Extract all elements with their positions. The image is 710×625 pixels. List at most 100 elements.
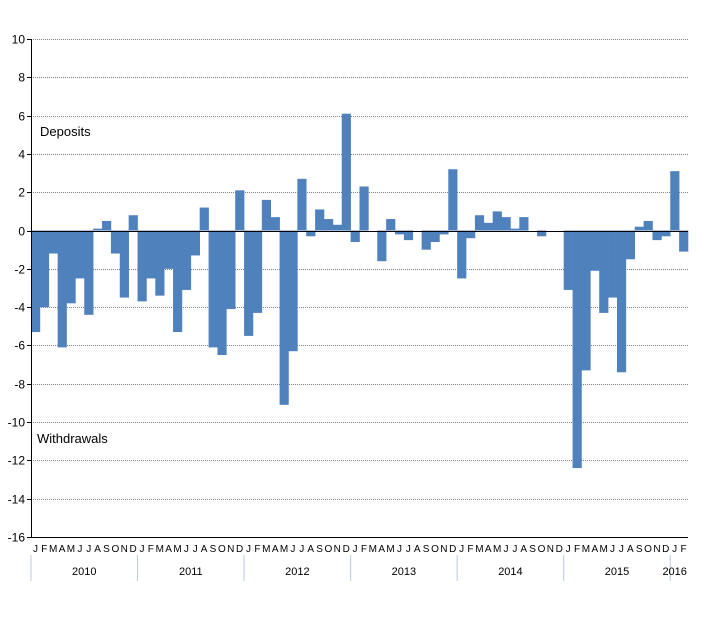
month-tick-label: F (574, 544, 580, 555)
month-tick-label: M (493, 544, 501, 555)
y-tick-label: -4 (14, 301, 25, 315)
bar (661, 230, 671, 237)
month-tick-label: M (475, 544, 483, 555)
month-tick-label: N (227, 544, 234, 555)
month-tick-label: F (254, 544, 260, 555)
bar (430, 230, 440, 243)
y-tick-label: -12 (8, 454, 26, 468)
bar (279, 230, 289, 405)
month-tick-label: S (636, 544, 643, 555)
y-tick-label: -14 (8, 493, 26, 507)
bar (581, 230, 591, 371)
bar (199, 207, 209, 231)
bar (31, 230, 41, 333)
month-tick-label: J (33, 544, 38, 555)
year-label: 2015 (605, 566, 629, 578)
year-label: 2014 (498, 566, 522, 578)
bar (119, 230, 129, 298)
month-tick-label: J (353, 544, 358, 555)
y-tick-label: -16 (8, 531, 26, 545)
month-tick-label: O (111, 544, 119, 555)
month-tick-label: J (459, 544, 464, 555)
month-tick-label: J (619, 544, 624, 555)
bar (332, 224, 343, 231)
bar (270, 217, 280, 231)
month-tick-label: J (184, 544, 189, 555)
bar (341, 113, 351, 231)
bar (164, 230, 174, 269)
bar (146, 230, 156, 279)
month-tick-label: A (378, 544, 385, 555)
month-tick-label: J (512, 544, 517, 555)
month-tick-label: J (566, 544, 571, 555)
bar (616, 230, 627, 373)
month-tick-label: M (599, 544, 607, 555)
month-tick-label: F (681, 544, 687, 555)
year-label: 2013 (392, 566, 416, 578)
month-tick-label: D (236, 544, 243, 555)
month-tick-label: J (77, 544, 82, 555)
bar (110, 230, 121, 254)
bar (235, 190, 245, 231)
month-tick-label: A (520, 544, 527, 555)
y-tick-label: -10 (8, 416, 26, 430)
bar (128, 215, 138, 231)
month-tick-label: A (59, 544, 66, 555)
y-tick-label: 8 (18, 71, 25, 85)
bar (403, 230, 414, 241)
month-tick-label: M (386, 544, 394, 555)
bar (519, 217, 529, 231)
month-tick-label: S (316, 544, 323, 555)
bar (643, 220, 653, 231)
month-tick-label: D (556, 544, 563, 555)
bar (252, 230, 263, 313)
bar (208, 230, 218, 348)
bar (625, 230, 636, 260)
bar (448, 169, 458, 231)
month-tick-label: S (529, 544, 536, 555)
month-tick-label: S (423, 544, 430, 555)
bar (155, 230, 165, 296)
month-tick-label: F (361, 544, 367, 555)
bar (306, 230, 316, 237)
month-tick-label: A (165, 544, 172, 555)
bars (31, 113, 689, 469)
bar (181, 230, 192, 290)
bar (652, 230, 662, 241)
bar (377, 230, 387, 262)
month-tick-label: N (334, 544, 341, 555)
month-tick-label: J (610, 544, 615, 555)
month-tick-label: N (547, 544, 554, 555)
month-tick-label: S (210, 544, 217, 555)
month-tick-label: O (538, 544, 546, 555)
month-tick-label: O (325, 544, 333, 555)
month-tick-label: J (397, 544, 402, 555)
y-tick-label: -6 (14, 339, 25, 353)
bar (261, 199, 272, 231)
month-tick-label: F (41, 544, 47, 555)
bar (501, 217, 511, 231)
month-tick-label: O (431, 544, 439, 555)
month-tick-label: M (262, 544, 270, 555)
bar (439, 230, 449, 235)
bar (93, 228, 103, 231)
month-tick-label: D (662, 544, 669, 555)
bar (66, 230, 76, 304)
month-tick-label: A (485, 544, 492, 555)
bar (288, 230, 298, 352)
month-tick-label: F (467, 544, 473, 555)
bar (590, 230, 600, 271)
bar (84, 230, 94, 315)
bar (190, 230, 200, 256)
month-tick-label: M (369, 544, 377, 555)
bar (386, 219, 396, 231)
month-tick-label: J (290, 544, 295, 555)
bar (48, 230, 58, 254)
bar (350, 230, 360, 243)
bar (599, 230, 609, 313)
month-tick-label: D (129, 544, 136, 555)
month-tick-label: A (591, 544, 598, 555)
month-tick-label: S (103, 544, 110, 555)
month-tick-label: O (218, 544, 226, 555)
year-label: 2016 (662, 566, 686, 578)
